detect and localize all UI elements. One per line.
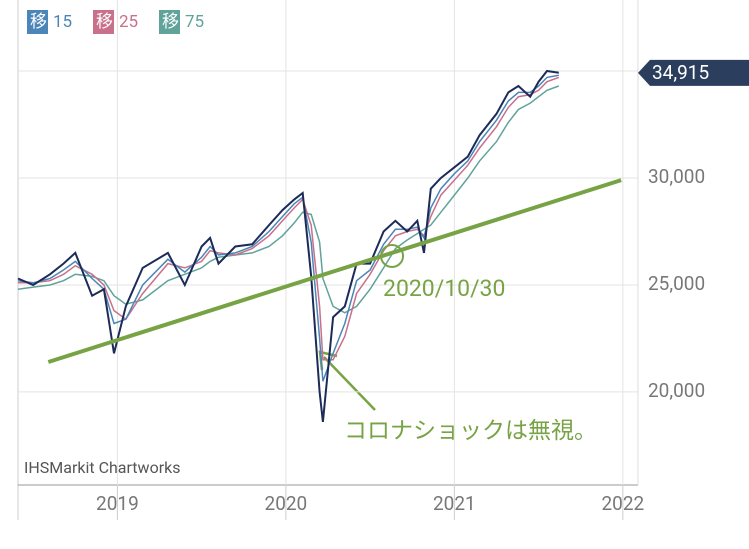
ma-line	[17, 74, 559, 382]
y-tick-label: 25,000	[648, 272, 705, 295]
y-tick-label: 20,000	[648, 379, 705, 402]
legend-swatch	[159, 10, 180, 34]
ma-line	[18, 76, 560, 361]
legend-entry: 移 75	[162, 12, 204, 32]
x-tick-label: 2022	[601, 492, 644, 515]
legend-swatch	[93, 10, 114, 34]
legend-number: 15	[53, 12, 72, 32]
legend-prefix: 移	[96, 12, 113, 32]
legend-entry: 移 25	[96, 12, 138, 32]
legend-entry: 移 15	[30, 12, 72, 32]
price-line	[17, 69, 559, 423]
legend-prefix: 移	[30, 12, 47, 32]
annotation: コロナショックは無視。	[344, 417, 597, 444]
ma-line	[17, 85, 560, 314]
watermark: IHSMarkit Chartworks	[24, 458, 180, 477]
legend-number: 75	[185, 12, 204, 32]
y-tick-label: 30,000	[648, 165, 705, 188]
last-price-label: 34,915	[652, 61, 709, 84]
annotation-marker	[380, 243, 405, 268]
x-tick-label: 2021	[433, 492, 476, 515]
grid	[18, 0, 638, 485]
x-tick-label: 2019	[96, 492, 139, 515]
last-price-tag	[638, 59, 749, 86]
arrow-shaft	[323, 356, 376, 411]
trendline	[47, 178, 622, 364]
legend-prefix: 移	[162, 12, 179, 32]
legend-number: 25	[119, 12, 138, 32]
legend-swatch	[27, 10, 48, 34]
x-tick-label: 2020	[265, 492, 308, 515]
annotation: 2020/10/30	[383, 275, 505, 302]
